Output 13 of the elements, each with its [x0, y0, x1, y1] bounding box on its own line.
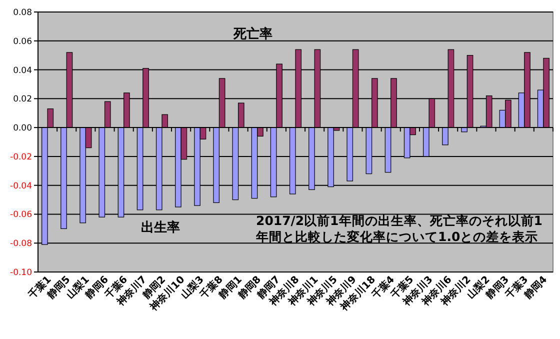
- y-tick-label: -0.08: [10, 239, 32, 250]
- y-tick-label: -0.10: [10, 268, 32, 278]
- series-label: 死亡率: [232, 26, 273, 42]
- annotation: 2017/2以前1年間の出生率、死亡率のそれ以前1年間と比較した変化率について1.0との差を表示: [256, 213, 544, 245]
- y-tick-label: -0.02: [10, 152, 32, 162]
- y-tick-label: -0.04: [10, 181, 32, 192]
- y-tick-label: 0.00: [13, 124, 32, 134]
- y-tick-label: 0.04: [13, 66, 32, 76]
- y-tick-label: -0.06: [10, 210, 32, 220]
- y-tick-label: 0.02: [13, 94, 32, 105]
- series-label: 出生率: [141, 220, 180, 236]
- y-tick-label: 0.06: [13, 36, 32, 47]
- y-tick-label: 0.08: [13, 8, 32, 18]
